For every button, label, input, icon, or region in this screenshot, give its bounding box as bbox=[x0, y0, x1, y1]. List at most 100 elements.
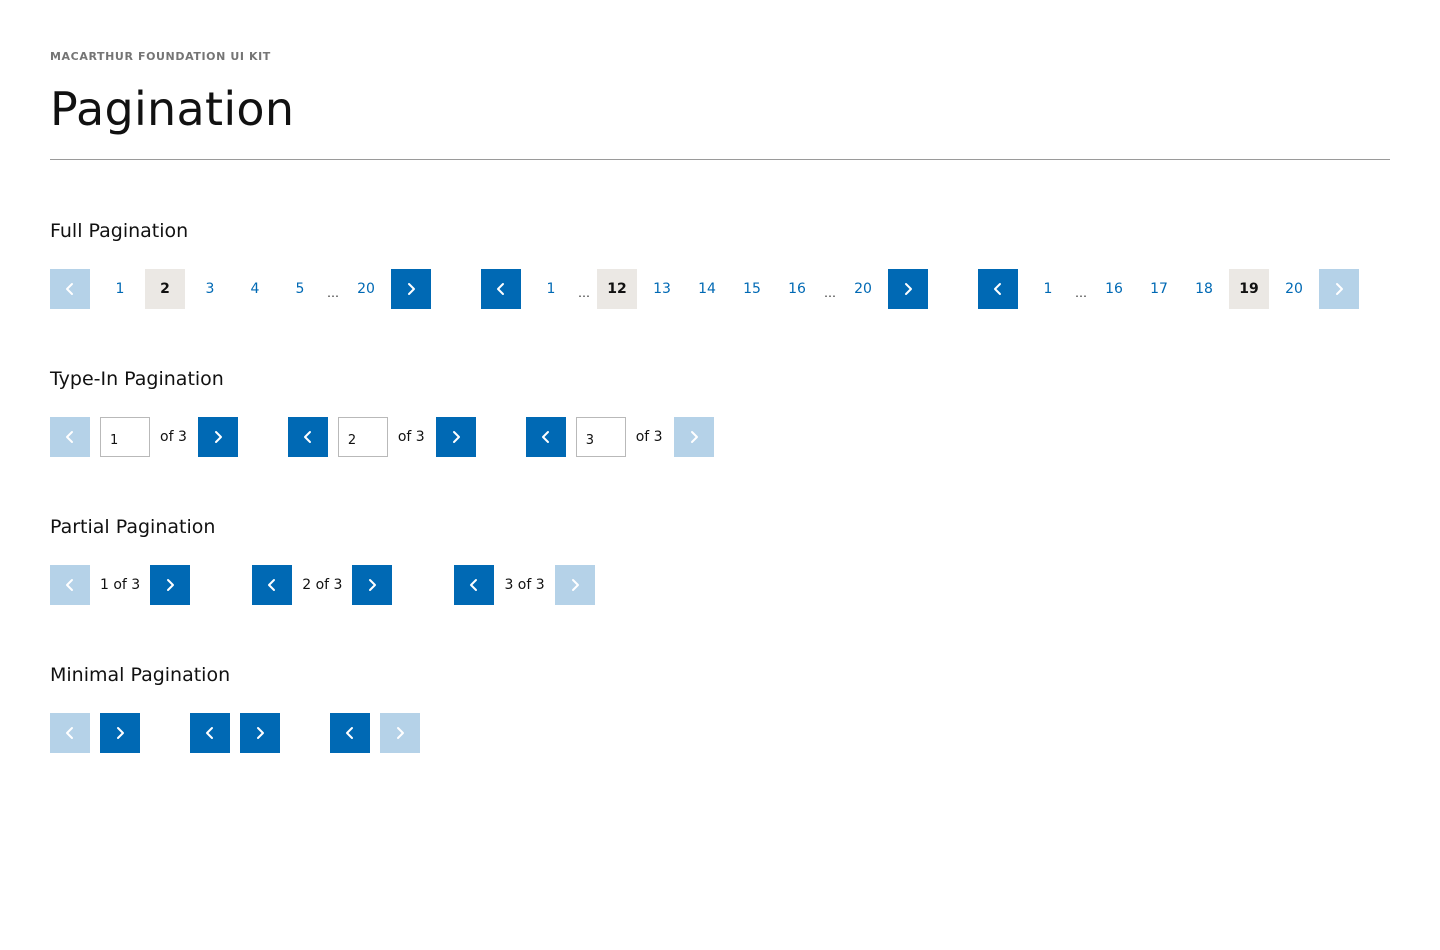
page-number-link[interactable]: 17 bbox=[1150, 281, 1168, 297]
minimal-pagination-group bbox=[330, 713, 420, 753]
kit-label: MACARTHUR FOUNDATION UI KIT bbox=[50, 50, 271, 63]
title-divider bbox=[50, 159, 1390, 160]
page-number-link[interactable]: 18 bbox=[1195, 281, 1213, 297]
prev-page-button[interactable] bbox=[454, 565, 495, 605]
chevron-right-icon bbox=[163, 578, 177, 592]
chevron-right-icon bbox=[1332, 282, 1346, 296]
chevron-right-icon bbox=[568, 578, 582, 592]
chevron-left-icon bbox=[539, 430, 553, 444]
partial-pagination-group: 1 of 3 bbox=[50, 565, 191, 605]
next-page-button bbox=[673, 417, 714, 457]
prev-page-button bbox=[50, 417, 90, 457]
chevron-left-icon bbox=[301, 430, 315, 444]
chevron-right-icon bbox=[404, 282, 418, 296]
chevron-left-icon bbox=[63, 282, 77, 296]
chevron-left-icon bbox=[63, 578, 77, 592]
page-number-link[interactable]: 15 bbox=[743, 281, 761, 297]
prev-page-button[interactable] bbox=[330, 713, 370, 753]
next-page-button[interactable] bbox=[888, 269, 928, 309]
page-number-link[interactable]: 3 bbox=[205, 281, 215, 297]
page-status-label: 3 of 3 bbox=[504, 577, 545, 593]
typein-pagination-group: of 3 bbox=[50, 417, 238, 457]
full-pagination-row: 1 2 3 4 5… 20 1… 12 13 14 15 16… 20 1… 16 17 18 19 20 bbox=[50, 269, 1359, 309]
page-ellipsis: … bbox=[578, 286, 590, 300]
page-ellipsis: … bbox=[327, 286, 339, 300]
next-page-button[interactable] bbox=[197, 417, 238, 457]
chevron-right-icon bbox=[113, 726, 127, 740]
page-number-input[interactable] bbox=[337, 417, 388, 457]
prev-page-button[interactable] bbox=[287, 417, 328, 457]
prev-page-button bbox=[50, 565, 90, 605]
next-page-button bbox=[554, 565, 595, 605]
page-number-link[interactable]: 5 bbox=[295, 281, 305, 297]
page-number-link[interactable]: 20 bbox=[1285, 281, 1303, 297]
minimal-pagination-group bbox=[190, 713, 280, 753]
chevron-right-icon bbox=[365, 578, 379, 592]
minimal-pagination-group bbox=[50, 713, 140, 753]
section-title-minimal: Minimal Pagination bbox=[50, 664, 231, 686]
typein-pagination-group: of 3 bbox=[525, 417, 714, 457]
minimal-pagination-row bbox=[50, 713, 420, 753]
chevron-right-icon bbox=[253, 726, 267, 740]
page-count-label: of 3 bbox=[160, 429, 187, 445]
chevron-left-icon bbox=[63, 726, 77, 740]
current-page-number: 19 bbox=[1229, 269, 1269, 309]
page-number-link[interactable]: 14 bbox=[698, 281, 716, 297]
prev-page-button[interactable] bbox=[978, 269, 1018, 309]
chevron-right-icon bbox=[449, 430, 463, 444]
page-status-label: 2 of 3 bbox=[302, 577, 343, 593]
page-number-input[interactable] bbox=[575, 417, 626, 457]
page-number-input[interactable] bbox=[100, 417, 150, 457]
prev-page-button[interactable] bbox=[525, 417, 566, 457]
chevron-left-icon bbox=[494, 282, 508, 296]
chevron-left-icon bbox=[343, 726, 357, 740]
prev-page-button[interactable] bbox=[190, 713, 230, 753]
chevron-right-icon bbox=[687, 430, 701, 444]
chevron-left-icon bbox=[991, 282, 1005, 296]
chevron-right-icon bbox=[901, 282, 915, 296]
page-number-link[interactable]: 1 bbox=[115, 281, 125, 297]
partial-pagination-row: 1 of 3 2 of 3 3 of 3 bbox=[50, 565, 595, 605]
next-page-button[interactable] bbox=[240, 713, 280, 753]
page-count-label: of 3 bbox=[635, 429, 663, 445]
next-page-button[interactable] bbox=[352, 565, 393, 605]
next-page-button[interactable] bbox=[100, 713, 140, 753]
prev-page-button bbox=[50, 713, 90, 753]
page-number-link[interactable]: 1 bbox=[1043, 281, 1053, 297]
next-page-button bbox=[1319, 269, 1359, 309]
chevron-left-icon bbox=[203, 726, 217, 740]
page-ellipsis: … bbox=[824, 286, 836, 300]
page-number-link[interactable]: 13 bbox=[653, 281, 671, 297]
page-status-label: 1 of 3 bbox=[100, 577, 141, 593]
next-page-button[interactable] bbox=[391, 269, 431, 309]
prev-page-button[interactable] bbox=[481, 269, 521, 309]
partial-pagination-group: 2 of 3 bbox=[252, 565, 393, 605]
full-pagination-group: 1 2 3 4 5 … 20 bbox=[50, 269, 431, 309]
full-pagination-group: 1 … 12 13 14 15 16 … 20 bbox=[481, 269, 928, 309]
page-number-link[interactable]: 16 bbox=[1105, 281, 1123, 297]
chevron-left-icon bbox=[265, 578, 279, 592]
typein-pagination-row: of 3 of 3 of 3 bbox=[50, 417, 714, 457]
current-page-number: 2 bbox=[145, 269, 185, 309]
section-title-typein: Type-In Pagination bbox=[50, 368, 224, 390]
page-number-link[interactable]: 1 bbox=[546, 281, 556, 297]
page-number-link[interactable]: 4 bbox=[250, 281, 260, 297]
full-pagination-group: 1 … 16 17 18 19 20 bbox=[978, 269, 1359, 309]
page-number-link[interactable]: 20 bbox=[854, 281, 872, 297]
current-page-number: 12 bbox=[597, 269, 637, 309]
chevron-left-icon bbox=[467, 578, 481, 592]
page-ellipsis: … bbox=[1075, 286, 1087, 300]
next-page-button[interactable] bbox=[435, 417, 476, 457]
prev-page-button[interactable] bbox=[252, 565, 293, 605]
prev-page-button bbox=[50, 269, 90, 309]
chevron-left-icon bbox=[63, 430, 77, 444]
page-count-label: of 3 bbox=[397, 429, 425, 445]
page-number-link[interactable]: 16 bbox=[788, 281, 806, 297]
page-number-link[interactable]: 20 bbox=[357, 281, 375, 297]
section-title-partial: Partial Pagination bbox=[50, 516, 216, 538]
next-page-button bbox=[380, 713, 420, 753]
next-page-button[interactable] bbox=[150, 565, 191, 605]
chevron-right-icon bbox=[393, 726, 407, 740]
page-title: Pagination bbox=[50, 82, 295, 136]
section-title-full: Full Pagination bbox=[50, 220, 189, 242]
